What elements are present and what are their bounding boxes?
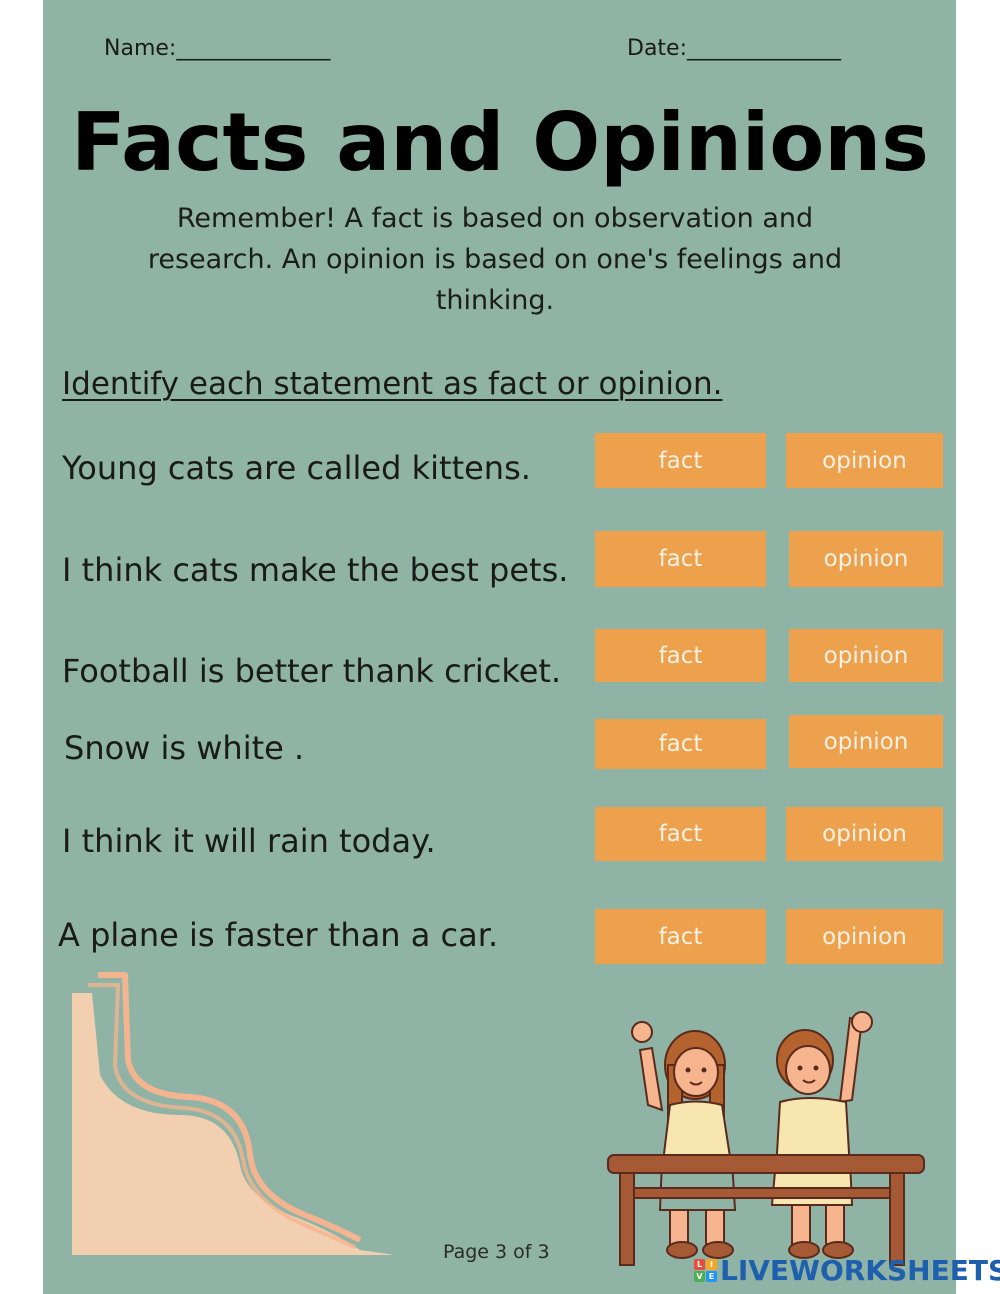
children-illustration-icon	[607, 1011, 925, 1266]
fact-button[interactable]: fact	[595, 807, 766, 861]
brand-name: LIVEWORKSHEETS	[720, 1254, 1000, 1287]
statement-text: Snow is white .	[64, 729, 305, 767]
fact-button[interactable]: fact	[595, 909, 766, 964]
instruction: Identify each statement as fact or opini…	[62, 366, 723, 402]
statement-text: Football is better thank cricket.	[62, 652, 562, 690]
fact-button[interactable]: fact	[595, 719, 766, 769]
brand-logo: L I V E LIVEWORKSHEETS	[694, 1254, 1000, 1287]
statement-text: Young cats are called kittens.	[62, 449, 531, 487]
fact-button[interactable]: fact	[595, 433, 766, 488]
opinion-button[interactable]: opinion	[786, 433, 943, 488]
date-field: Date:______________	[627, 36, 841, 61]
remember-note: Remember! A fact is based on observation…	[147, 203, 843, 316]
statement-text: A plane is faster than a car.	[58, 916, 499, 954]
opinion-button[interactable]: opinion	[786, 807, 943, 861]
page-title: Facts and Opinions	[71, 96, 929, 189]
fact-button[interactable]: fact	[595, 629, 766, 682]
name-field: Name:______________	[104, 36, 331, 61]
fact-button[interactable]: fact	[595, 531, 766, 587]
opinion-button[interactable]: opinion	[789, 629, 943, 682]
opinion-button[interactable]: opinion	[789, 715, 943, 768]
opinion-button[interactable]: opinion	[789, 531, 943, 587]
statement-text: I think it will rain today.	[62, 822, 436, 860]
statement-text: I think cats make the best pets.	[62, 551, 569, 589]
liveworksheets-logo-icon: L I V E	[694, 1259, 717, 1282]
opinion-button[interactable]: opinion	[786, 909, 943, 964]
ribbon-decoration-icon	[72, 972, 395, 1255]
page-number: Page 3 of 3	[443, 1241, 550, 1263]
